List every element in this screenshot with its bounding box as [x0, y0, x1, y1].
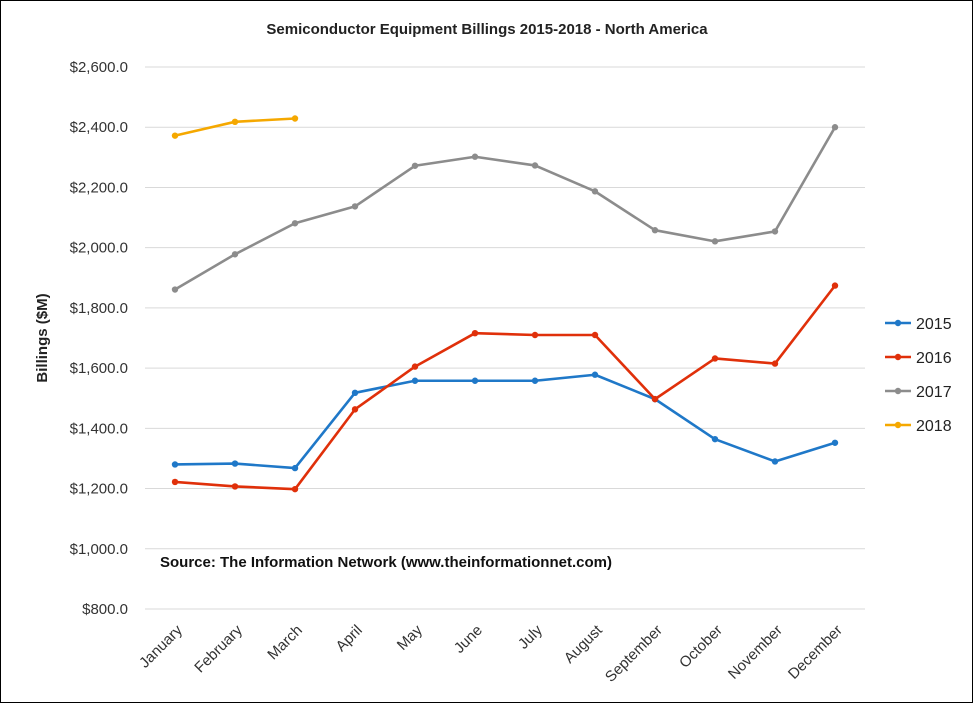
y-tick-label: $800.0 — [82, 601, 128, 618]
y-tick-label: $2,400.0 — [70, 119, 128, 136]
data-point — [651, 395, 659, 403]
x-axis-ticks: January February March April May June July Augu… — [136, 621, 846, 685]
series-lines — [171, 115, 839, 493]
legend-label: 2018 — [916, 418, 952, 435]
x-tick-label: December — [785, 622, 846, 683]
data-point — [471, 153, 479, 160]
data-point — [171, 286, 179, 293]
x-tick-label: September — [602, 622, 666, 686]
y-tick-label: $1,400.0 — [70, 420, 128, 437]
data-point — [471, 329, 479, 337]
data-point — [231, 460, 239, 467]
data-point — [591, 371, 599, 378]
x-tick-label: April — [333, 622, 366, 655]
data-point — [351, 203, 359, 210]
x-tick-label: January — [136, 621, 186, 671]
data-point — [231, 483, 239, 490]
legend-marker — [894, 387, 902, 395]
y-tick-label: $1,000.0 — [70, 541, 128, 558]
data-point — [411, 363, 419, 370]
series-line-2016 — [174, 284, 837, 491]
legend-item-2018: 2018 — [885, 418, 952, 435]
y-tick-label: $2,600.0 — [70, 59, 128, 76]
legend-item-2017: 2017 — [885, 384, 952, 401]
data-point — [531, 377, 539, 384]
data-point — [831, 439, 839, 446]
series-2017 — [171, 124, 839, 293]
data-point — [171, 132, 179, 139]
y-axis-label: Billings ($M) — [34, 293, 51, 382]
data-point — [351, 389, 359, 397]
data-point — [711, 238, 719, 245]
series-line-2017 — [174, 126, 837, 291]
data-point — [291, 115, 299, 122]
series-2015 — [171, 371, 839, 472]
data-point — [291, 485, 299, 493]
data-point — [231, 118, 239, 126]
data-point — [831, 282, 839, 289]
legend-label: 2015 — [916, 316, 952, 333]
x-tick-label: March — [264, 622, 305, 663]
y-tick-label: $1,600.0 — [70, 360, 128, 377]
data-point — [171, 478, 179, 486]
data-point — [411, 162, 419, 169]
data-point — [291, 464, 299, 472]
y-tick-label: $2,000.0 — [70, 240, 128, 257]
data-point — [531, 331, 539, 339]
series-2016 — [171, 282, 839, 493]
x-tick-label: June — [451, 622, 486, 657]
chart-title: Semiconductor Equipment Billings 2015-20… — [266, 21, 708, 38]
data-point — [351, 406, 359, 413]
x-tick-label: August — [561, 621, 607, 667]
data-point — [711, 355, 719, 362]
data-point — [591, 188, 599, 195]
data-point — [831, 124, 839, 131]
data-point — [771, 458, 779, 465]
legend-item-2015: 2015 — [885, 316, 952, 333]
legend-marker — [894, 421, 902, 429]
legend-label: 2017 — [916, 384, 952, 401]
data-point — [231, 251, 239, 258]
data-point — [471, 377, 479, 384]
legend-item-2016: 2016 — [885, 350, 952, 367]
data-point — [171, 461, 179, 468]
source-annotation: Source: The Information Network (www.the… — [160, 554, 612, 571]
legend: 2015 2016 2017 2018 — [885, 316, 952, 435]
series-line-2015 — [174, 373, 836, 470]
y-axis-ticks: $800.0 $1,000.0 $1,200.0 $1,400.0 $1,600.0 $1… — [70, 59, 128, 618]
x-tick-label: February — [191, 621, 246, 676]
data-point — [711, 435, 719, 443]
y-tick-label: $2,200.0 — [70, 179, 128, 196]
series-2018 — [171, 115, 299, 139]
data-point — [411, 377, 419, 384]
legend-marker — [894, 353, 902, 361]
legend-label: 2016 — [916, 350, 952, 367]
x-tick-label: July — [515, 621, 546, 652]
data-point — [531, 162, 539, 169]
data-point — [771, 360, 779, 367]
x-tick-label: May — [394, 621, 426, 653]
data-point — [651, 227, 659, 234]
y-tick-label: $1,200.0 — [70, 481, 128, 498]
data-point — [291, 220, 299, 227]
data-point — [771, 228, 779, 235]
gridlines — [145, 66, 865, 610]
legend-marker — [894, 319, 902, 327]
y-tick-label: $1,800.0 — [70, 300, 128, 317]
data-point — [591, 331, 599, 339]
x-tick-label: November — [725, 622, 786, 683]
x-tick-label: October — [676, 622, 726, 672]
